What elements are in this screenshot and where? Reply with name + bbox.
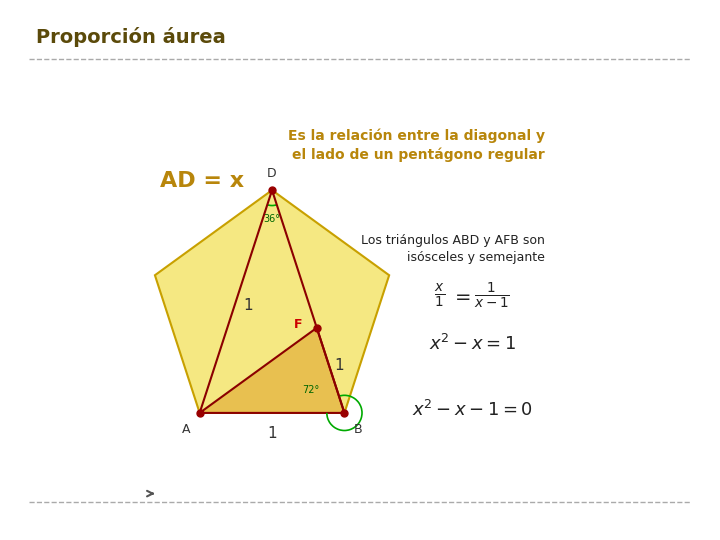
Text: 72°: 72° — [302, 385, 320, 395]
Text: Los triángulos ABD y AFB son
isósceles y semejante: Los triángulos ABD y AFB son isósceles y… — [361, 234, 545, 264]
Text: $\frac{1}{x-1}$: $\frac{1}{x-1}$ — [474, 281, 510, 310]
Text: A: A — [181, 423, 190, 436]
Polygon shape — [155, 190, 389, 413]
Text: B: B — [354, 423, 363, 436]
Text: $x^2 - x = 1$: $x^2 - x = 1$ — [428, 334, 516, 354]
Text: $x^2 - x - 1 = 0$: $x^2 - x - 1 = 0$ — [412, 400, 533, 420]
Text: Proporción áurea: Proporción áurea — [36, 27, 226, 47]
Text: $\frac{x}{1}$: $\frac{x}{1}$ — [433, 281, 445, 310]
Text: $=$: $=$ — [451, 286, 472, 305]
Text: 1: 1 — [335, 359, 344, 374]
Text: AD = x: AD = x — [160, 171, 244, 191]
Text: Es la relación entre la diagonal y
el lado de un pentágono regular: Es la relación entre la diagonal y el la… — [288, 129, 545, 162]
Text: 36°: 36° — [264, 214, 281, 224]
Text: 1: 1 — [243, 298, 253, 313]
Polygon shape — [199, 328, 344, 413]
Text: 1: 1 — [267, 426, 277, 441]
Text: F: F — [294, 319, 302, 332]
Text: D: D — [267, 167, 277, 180]
